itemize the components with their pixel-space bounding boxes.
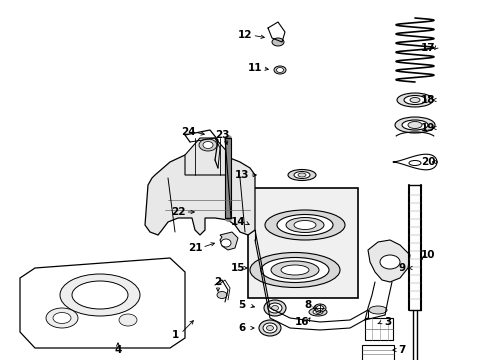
Ellipse shape [264, 210, 345, 240]
Ellipse shape [403, 95, 425, 104]
Text: 1: 1 [171, 330, 178, 340]
Text: 7: 7 [398, 345, 405, 355]
Text: 16: 16 [294, 317, 308, 327]
Text: 19: 19 [420, 123, 434, 133]
Text: 22: 22 [170, 207, 185, 217]
Ellipse shape [396, 93, 432, 107]
Text: 4: 4 [114, 345, 122, 355]
Ellipse shape [315, 310, 319, 314]
Ellipse shape [293, 171, 309, 179]
Text: 13: 13 [234, 170, 249, 180]
Ellipse shape [409, 98, 419, 103]
Ellipse shape [308, 308, 326, 316]
Ellipse shape [199, 139, 217, 151]
Ellipse shape [197, 204, 223, 216]
Text: 18: 18 [420, 95, 434, 105]
Ellipse shape [271, 38, 284, 46]
Ellipse shape [312, 310, 323, 315]
Ellipse shape [72, 281, 128, 309]
Text: 10: 10 [420, 250, 434, 260]
Bar [247, 188, 357, 298]
Text: 20: 20 [420, 157, 434, 167]
Ellipse shape [407, 122, 421, 129]
Polygon shape [20, 258, 184, 348]
Ellipse shape [276, 215, 332, 235]
Ellipse shape [273, 66, 285, 74]
Ellipse shape [261, 257, 328, 283]
Ellipse shape [60, 274, 140, 316]
Text: 3: 3 [384, 317, 391, 327]
Text: 5: 5 [238, 300, 245, 310]
Text: 14: 14 [230, 217, 245, 227]
Ellipse shape [394, 117, 434, 133]
Text: 2: 2 [214, 277, 221, 287]
Bar [361, 345, 393, 360]
Text: 9: 9 [398, 263, 405, 273]
Text: 21: 21 [187, 243, 202, 253]
Ellipse shape [297, 173, 305, 177]
Ellipse shape [276, 68, 283, 72]
Ellipse shape [266, 325, 273, 330]
Text: 17: 17 [420, 43, 434, 53]
Ellipse shape [271, 306, 278, 310]
Text: 11: 11 [247, 63, 262, 73]
Text: 23: 23 [214, 130, 229, 140]
Ellipse shape [401, 120, 427, 130]
Ellipse shape [119, 314, 137, 326]
Ellipse shape [221, 239, 230, 247]
Bar [364, 318, 392, 340]
Ellipse shape [293, 220, 315, 230]
Ellipse shape [249, 252, 339, 288]
Ellipse shape [46, 308, 78, 328]
Ellipse shape [281, 265, 308, 275]
Ellipse shape [267, 303, 282, 313]
Ellipse shape [202, 206, 218, 214]
Ellipse shape [259, 320, 281, 336]
Polygon shape [220, 232, 238, 250]
Polygon shape [145, 155, 254, 235]
Ellipse shape [287, 170, 315, 180]
Text: 12: 12 [237, 30, 252, 40]
Polygon shape [367, 240, 409, 282]
Ellipse shape [270, 261, 318, 279]
Ellipse shape [217, 292, 226, 298]
Ellipse shape [313, 304, 325, 312]
Ellipse shape [264, 300, 285, 316]
Text: 15: 15 [230, 263, 245, 273]
Text: 8: 8 [304, 300, 311, 310]
Text: 24: 24 [181, 127, 195, 137]
Ellipse shape [285, 217, 324, 233]
Ellipse shape [316, 306, 323, 310]
Ellipse shape [368, 306, 386, 314]
Ellipse shape [263, 323, 276, 333]
Ellipse shape [53, 312, 71, 324]
Ellipse shape [206, 208, 213, 212]
Ellipse shape [379, 255, 399, 269]
Polygon shape [184, 138, 229, 175]
Text: 6: 6 [238, 323, 245, 333]
Ellipse shape [203, 141, 213, 148]
